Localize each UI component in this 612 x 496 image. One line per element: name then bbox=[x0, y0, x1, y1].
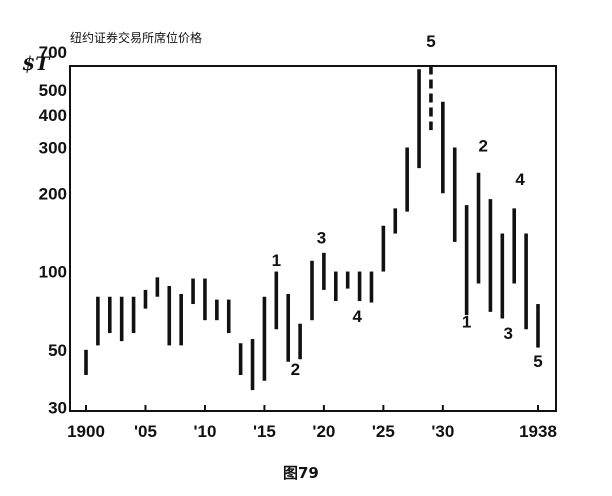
x-tick-label: '15 bbox=[253, 422, 276, 441]
y-tick-label: 500 bbox=[39, 81, 67, 100]
x-tick-label: 1900 bbox=[67, 422, 105, 441]
x-tick-label: '10 bbox=[193, 422, 216, 441]
wave-label: 1 bbox=[462, 312, 471, 331]
y-tick-label: 400 bbox=[39, 106, 67, 125]
y-tick-label: 30 bbox=[48, 399, 67, 418]
x-tick-label: '30 bbox=[431, 422, 454, 441]
y-tick-label: 700 bbox=[39, 43, 67, 62]
wave-label: 3 bbox=[317, 229, 326, 248]
x-tick-label: '05 bbox=[134, 422, 157, 441]
wave-label: 4 bbox=[352, 307, 362, 326]
range-bars bbox=[84, 65, 540, 391]
wave-label: 2 bbox=[479, 136, 488, 155]
wave-label: 3 bbox=[504, 324, 513, 343]
wave-label: 5 bbox=[426, 32, 435, 51]
x-tick-label: 1938 bbox=[519, 422, 557, 441]
y-tick-label: 100 bbox=[39, 263, 67, 282]
y-tick-label: 50 bbox=[48, 341, 67, 360]
wave-label: 2 bbox=[291, 360, 300, 379]
y-tick-label: 300 bbox=[39, 139, 67, 158]
y-unit-label: $T bbox=[22, 53, 51, 75]
wave-label: 5 bbox=[533, 352, 542, 371]
wave-labels: 1 2 3 4 5 1 2 3 4 5 bbox=[272, 32, 543, 379]
wave-label: 4 bbox=[515, 170, 525, 189]
x-tick-label: '20 bbox=[312, 422, 335, 441]
x-axis-ticks: 1900 '05 '10 '15 '20 '25 '30 1938 bbox=[67, 405, 557, 441]
chart-title: 纽约证券交易所席位价格 bbox=[70, 30, 202, 45]
y-tick-label: 200 bbox=[39, 184, 67, 203]
figure-caption: 图79 bbox=[283, 464, 319, 482]
wave-label: 1 bbox=[272, 251, 281, 270]
y-axis-ticks: 30 50 100 200 300 400 500 700 bbox=[39, 43, 67, 418]
x-tick-label: '25 bbox=[372, 422, 395, 441]
plot-frame bbox=[69, 65, 557, 412]
